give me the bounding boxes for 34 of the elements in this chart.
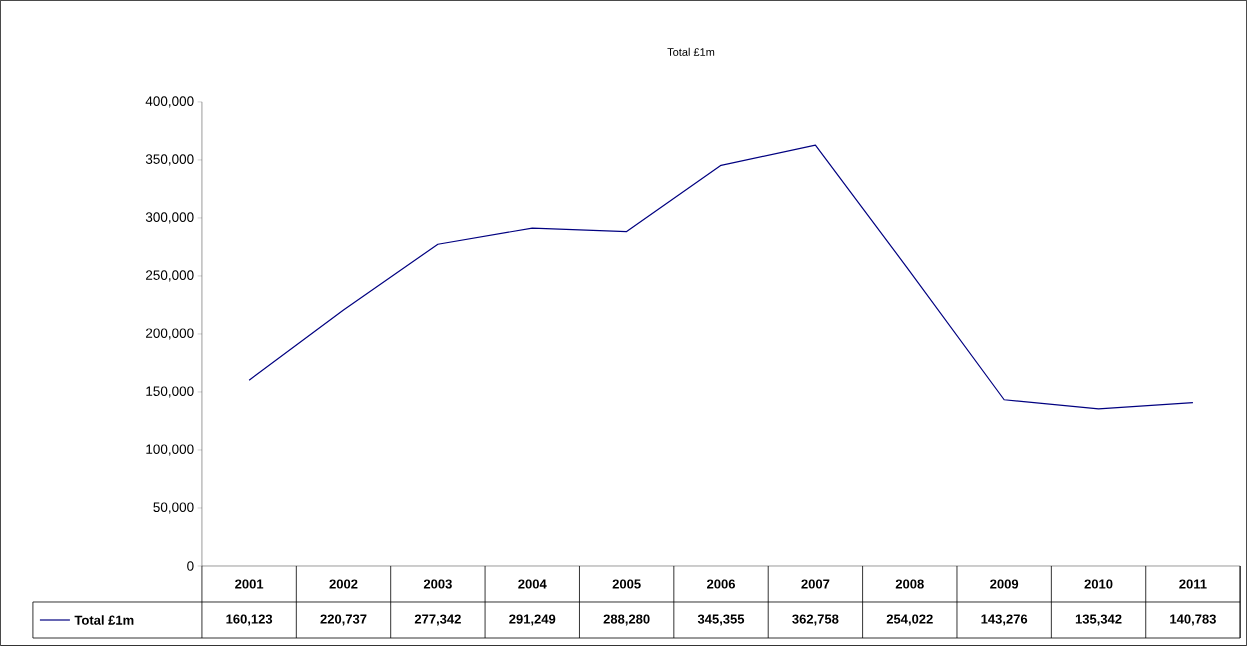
y-tick-label: 150,000 bbox=[146, 386, 194, 398]
x-tick-label: 2009 bbox=[990, 579, 1019, 589]
y-tick-label: 350,000 bbox=[145, 154, 194, 166]
y-tick-label: 300,000 bbox=[145, 212, 194, 224]
chart-title: Total £1m bbox=[667, 47, 715, 56]
x-tick-label: 2006 bbox=[707, 579, 736, 589]
x-tick-label: 2002 bbox=[329, 579, 358, 589]
y-tick-label: 250,000 bbox=[146, 270, 194, 282]
y-tick-label: 200,000 bbox=[146, 328, 194, 340]
data-label: 277,342 bbox=[414, 614, 461, 626]
line-series bbox=[248, 144, 1194, 410]
x-tick-label: 2008 bbox=[895, 579, 924, 589]
data-label: 345,355 bbox=[697, 614, 745, 626]
y-tick-label: 100,000 bbox=[146, 444, 194, 456]
data-label: 135,342 bbox=[1075, 614, 1122, 626]
x-tick-label: 2011 bbox=[1179, 579, 1207, 589]
data-label: 220,737 bbox=[320, 614, 367, 626]
data-label: 288,280 bbox=[603, 614, 650, 626]
data-label: 362,758 bbox=[792, 614, 839, 626]
legend-label: Total £1m bbox=[74, 615, 134, 625]
x-tick-label: 2003 bbox=[423, 579, 452, 589]
x-tick-label: 2007 bbox=[801, 579, 830, 589]
data-label: 143,276 bbox=[981, 614, 1028, 626]
data-label: 140,783 bbox=[1170, 614, 1216, 626]
x-tick-label: 2010 bbox=[1084, 579, 1113, 589]
y-tick-label: 0 bbox=[187, 561, 194, 571]
data-label: 254,022 bbox=[886, 614, 933, 626]
x-tick-label: 2001 bbox=[235, 579, 264, 589]
x-tick-label: 2005 bbox=[612, 579, 641, 589]
data-label: 291,249 bbox=[509, 614, 556, 626]
data-label: 160,123 bbox=[226, 614, 273, 626]
x-tick-label: 2004 bbox=[518, 579, 547, 589]
y-tick-label: 400,000 bbox=[145, 96, 194, 108]
y-tick-label: 50,000 bbox=[153, 502, 194, 514]
